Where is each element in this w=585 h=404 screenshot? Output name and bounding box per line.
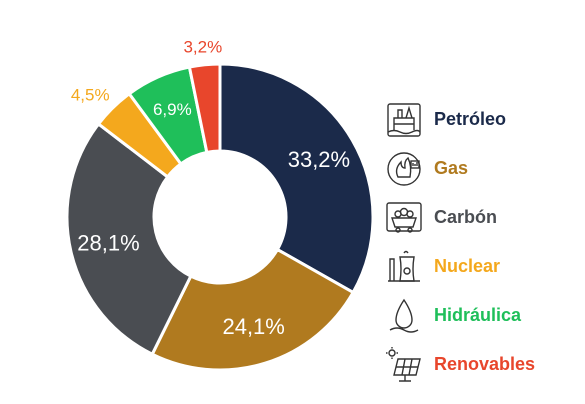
data-label-carbon: 28,1%: [77, 231, 139, 256]
legend-label: Carbón: [434, 207, 497, 227]
legend: Petróleo Gas Carbón: [384, 95, 535, 389]
data-label-petroleo: 33,2%: [288, 147, 350, 172]
solar-panel-icon: [384, 345, 424, 385]
donut-data-labels: 33,2% 24,1% 28,1% 4,5% 6,9% 3,2%: [71, 37, 350, 339]
data-label-nuclear: 4,5%: [71, 85, 110, 104]
data-label-gas: 24,1%: [222, 314, 284, 339]
legend-item-hidraulica: Hidráulica: [384, 291, 535, 340]
legend-item-gas: Gas: [384, 144, 535, 193]
legend-label: Gas: [434, 158, 469, 178]
slice-carbon: [65, 121, 193, 357]
legend-label: Petróleo: [434, 109, 507, 129]
nuclear-plant-icon: [384, 247, 424, 287]
water-drop-icon: [384, 296, 424, 336]
oil-platform-icon: [384, 100, 424, 140]
legend-item-nuclear: Nuclear: [384, 242, 535, 291]
donut-slices: [65, 62, 375, 372]
legend-item-renovables: Renovables: [384, 340, 535, 389]
data-label-hidraulica: 6,9%: [153, 100, 192, 119]
slice-gas: [150, 247, 356, 372]
gas-flame-icon: [384, 149, 424, 189]
legend-label: Nuclear: [434, 256, 501, 276]
slice-renovables: [187, 62, 222, 155]
legend-label: Hidráulica: [434, 305, 522, 325]
slice-petroleo: [218, 62, 375, 295]
legend-item-petroleo: Petróleo: [384, 95, 535, 144]
data-label-renovables: 3,2%: [183, 37, 222, 56]
coal-cart-icon: [384, 198, 424, 238]
legend-item-carbon: Carbón: [384, 193, 535, 242]
legend-label: Renovables: [434, 354, 536, 374]
